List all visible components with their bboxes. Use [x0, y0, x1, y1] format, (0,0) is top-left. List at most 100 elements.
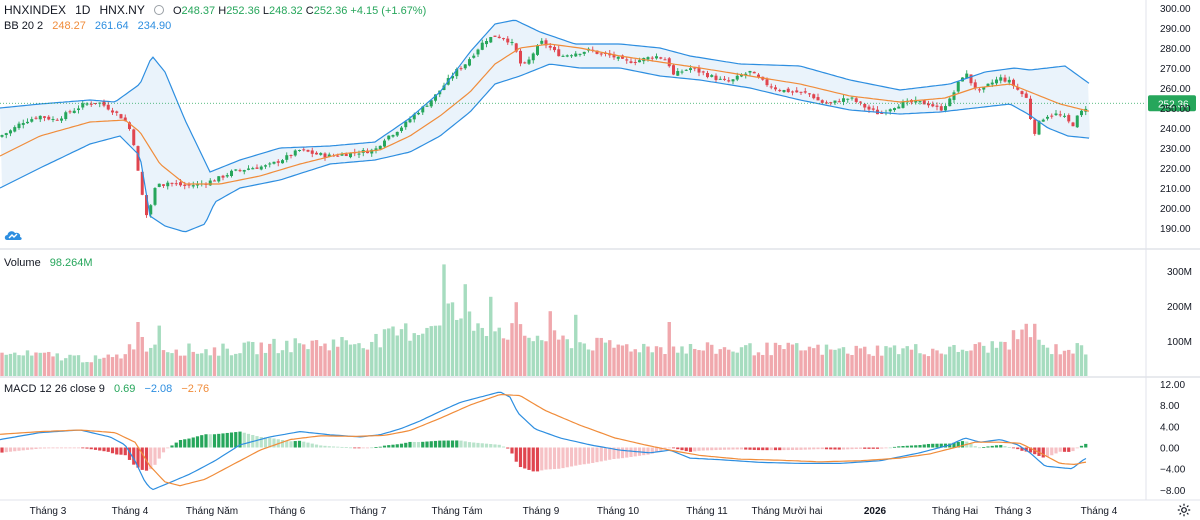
macd-histogram-bar [837, 447, 841, 450]
macd-histogram-bar [1067, 447, 1071, 452]
candle-body [264, 165, 267, 167]
candle-body [676, 71, 680, 76]
volume-bar [1084, 354, 1088, 376]
bb-upper-line [0, 19, 1090, 173]
macd-histogram-bar [824, 447, 829, 450]
bb-label[interactable]: BB 20 2 [4, 20, 44, 32]
macd-histogram-bar [1045, 447, 1050, 458]
volume-bar [608, 340, 612, 376]
macd-histogram-bar [259, 437, 263, 448]
bollinger-band-lines [0, 19, 1090, 233]
macd-histogram-bar [969, 443, 973, 448]
candle-body [854, 98, 858, 102]
macd-histogram-bar [820, 447, 824, 450]
macd-legend[interactable]: MACD 12 26 close 9 0.69 −2.08 −2.76 [4, 382, 215, 396]
volume-bar [863, 346, 867, 376]
macd-histogram-bar [654, 447, 659, 453]
candle-body [336, 155, 340, 157]
macd-histogram-bar [769, 447, 773, 451]
volume-bar [697, 350, 701, 376]
macd-histogram-bar [421, 441, 425, 448]
volume-bar [119, 358, 123, 376]
tradingview-cloud-icon[interactable] [3, 226, 23, 244]
macd-histogram-bar [990, 445, 994, 448]
candle-body [259, 166, 263, 170]
volume-bar [727, 349, 731, 376]
macd-histogram-bar [157, 447, 161, 459]
candle-body [769, 86, 773, 88]
candle-body [659, 57, 663, 59]
candle-body [289, 154, 293, 156]
candle-body [1012, 79, 1015, 86]
candle-body [582, 51, 586, 54]
candle-body [952, 92, 956, 100]
macd-histogram-bar [289, 441, 293, 448]
macd-tick-label: 12.00 [1160, 380, 1185, 391]
candle-body [451, 75, 454, 79]
time-axis-label: Tháng Tám [432, 506, 483, 517]
candle-body [625, 59, 629, 61]
volume-bar [1016, 339, 1020, 376]
price-tick-label: 280.00 [1160, 44, 1191, 55]
volume-bar [1067, 349, 1071, 376]
candle-body [995, 79, 998, 84]
candle-body [145, 195, 148, 216]
macd-histogram-bar [200, 435, 204, 448]
axes: 300.00 290.00 280.00 270.00 260.00 250.00 240.… [30, 4, 1192, 517]
macd-histogram-bar [119, 447, 123, 455]
volume-bar [884, 346, 888, 376]
macd-histogram-bar [518, 447, 523, 468]
volume-bar [897, 354, 901, 376]
candle-body [157, 183, 161, 187]
candle-body [378, 145, 382, 150]
volume-bar [433, 325, 438, 376]
macd-histogram-bar [310, 443, 314, 448]
volume-bar [837, 348, 841, 376]
candle-body [897, 106, 901, 109]
volume-bar [1075, 343, 1079, 376]
candle-body [1054, 113, 1058, 116]
candle-body [429, 100, 433, 107]
symbol-legend[interactable]: HNXINDEX 1D HNX.NY O248.37 H252.36 L248.… [4, 3, 432, 18]
candle-body [833, 100, 837, 103]
bb-legend[interactable]: BB 20 2 248.27 261.64 234.90 [4, 19, 177, 33]
candle-body [1016, 86, 1020, 90]
macd-histogram-bar [387, 445, 391, 448]
candle-body [1033, 119, 1037, 134]
candle-body [553, 46, 556, 51]
candle-body [170, 182, 174, 184]
price-tick-label: 200.00 [1160, 204, 1191, 215]
volume-bar [285, 340, 289, 376]
volume-bar [493, 331, 497, 376]
candle-body [191, 185, 195, 187]
candle-body [77, 108, 80, 111]
volume-label[interactable]: Volume [4, 257, 41, 269]
macd-histogram-bar [263, 437, 268, 448]
macd-label[interactable]: MACD 12 26 close 9 [4, 383, 105, 395]
volume-bar [310, 340, 314, 376]
volume-bar [965, 351, 969, 376]
macd-histogram-bar [85, 447, 89, 449]
candle-body [557, 49, 561, 57]
gear-icon[interactable] [1177, 503, 1191, 517]
volume-bar [442, 264, 446, 376]
candle-body [616, 56, 620, 59]
candle-body [786, 88, 790, 93]
volume-legend[interactable]: Volume 98.264M [4, 256, 99, 270]
macd-histogram-bar [489, 444, 493, 448]
macd-histogram-bar [442, 440, 446, 448]
macd-histogram-bar [1062, 447, 1067, 452]
macd-histogram-bar [59, 447, 64, 449]
volume-bar [268, 343, 272, 376]
bollinger-band-fill [0, 20, 1090, 232]
macd-histogram-bar [561, 447, 565, 469]
volume-bar [306, 349, 310, 376]
macd-line [0, 391, 1087, 491]
symbol-interval[interactable]: 1D [75, 3, 91, 17]
volume-bar [47, 351, 51, 376]
symbol-name[interactable]: HNXINDEX [4, 3, 67, 17]
macd-histogram-bar [178, 439, 183, 448]
volume-bar [701, 350, 705, 376]
candle-body [136, 146, 140, 171]
